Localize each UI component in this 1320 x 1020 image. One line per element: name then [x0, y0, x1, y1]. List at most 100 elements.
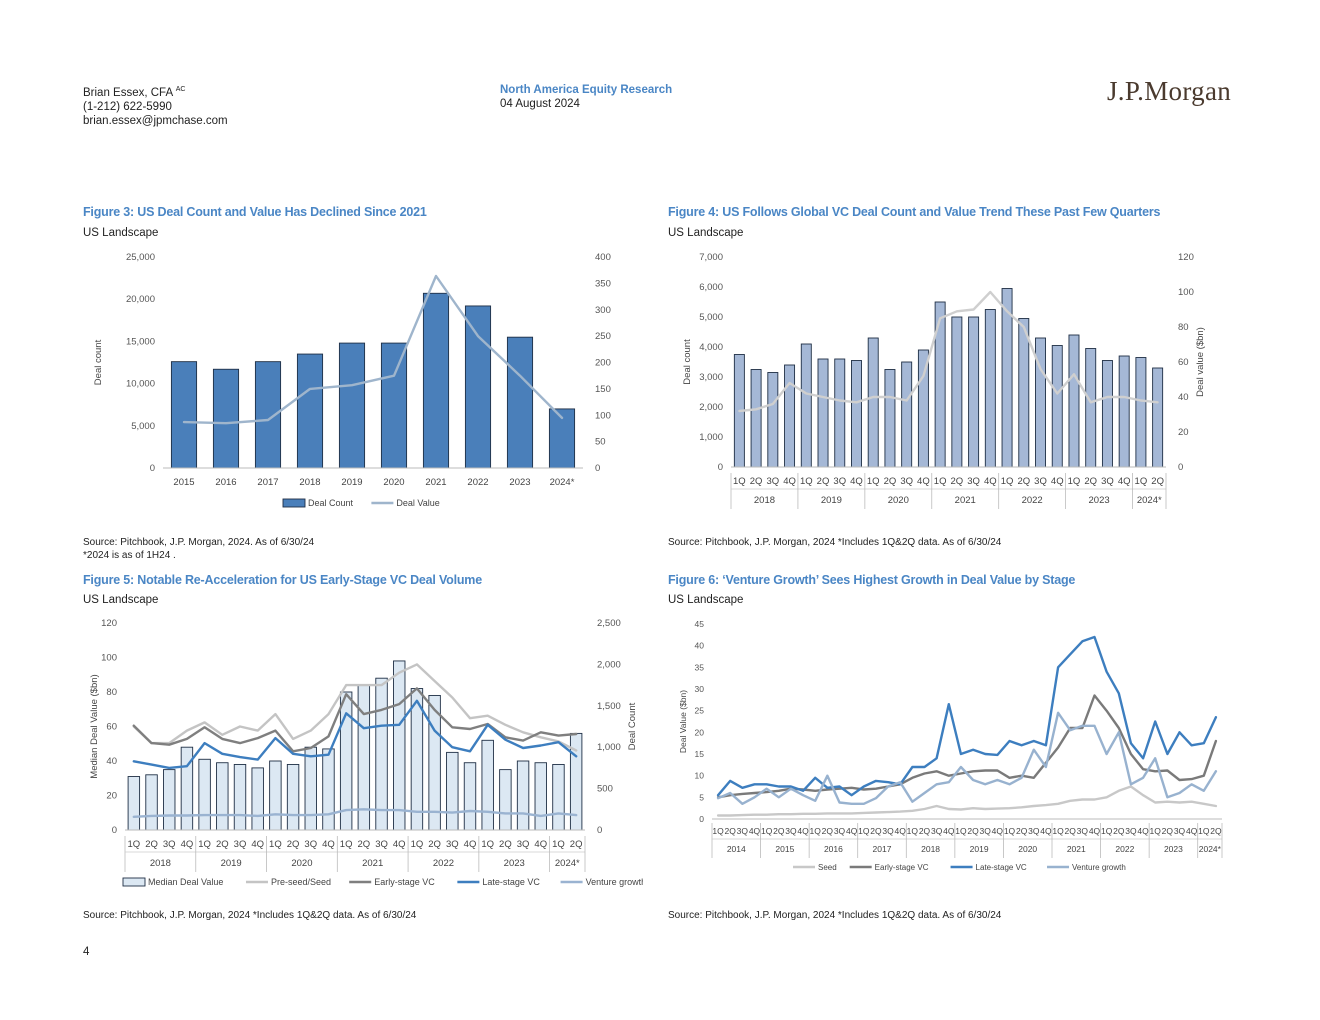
x-tick-label: 1Q: [1150, 826, 1162, 836]
x-tick-label: 4Q: [251, 839, 264, 850]
y-tick-label: 40: [695, 641, 705, 651]
bar-deal-count: [1101, 360, 1113, 468]
x-tick-label: 4Q: [850, 476, 863, 487]
y-axis-title: Deal count: [682, 339, 693, 385]
analyst-email[interactable]: brian.essex@jpmchase.com: [83, 114, 228, 127]
x-tick-label: 1Q: [128, 839, 141, 850]
x-group-label: 2024*: [555, 858, 580, 869]
x-tick-label: 4Q: [943, 826, 955, 836]
x-tick-label: 3Q: [766, 476, 779, 487]
x-group-label: 2015: [775, 844, 794, 854]
x-tick-label: 3Q: [882, 826, 894, 836]
y-right-tick-label: 120: [1178, 252, 1194, 263]
x-tick-label: 4Q: [464, 839, 477, 850]
figure-3-source-line1: Source: Pitchbook, J.P. Morgan, 2024. As…: [83, 537, 315, 548]
bar-median-deal-value: [163, 769, 176, 831]
bar-median-deal-value: [233, 763, 247, 831]
legend-label-deal-count: Deal Count: [308, 498, 354, 508]
y-tick-label: 20: [695, 727, 705, 737]
y-tick-label: 80: [106, 687, 117, 698]
x-tick-label: 2Q: [570, 839, 583, 850]
x-tick-label: 3Q: [1028, 826, 1040, 836]
bar-median-deal-value: [446, 751, 459, 831]
x-tick-label: 4Q: [1137, 826, 1149, 836]
bar-deal-count: [212, 368, 240, 469]
bar-deal-count: [884, 369, 896, 468]
y-tick-label: 30: [695, 684, 705, 694]
legend-label-late-stage-vc: Late-stage VC: [976, 863, 1027, 872]
x-tick-label: 3Q: [1125, 826, 1137, 836]
bar-deal-count: [296, 353, 324, 469]
x-tick-label: 1Q: [800, 476, 813, 487]
bar-median-deal-value: [304, 746, 317, 831]
bar-median-deal-value: [216, 762, 229, 831]
x-tick-label: 4Q: [1040, 826, 1052, 836]
figure-4-title: Figure 4: US Follows Global VC Deal Coun…: [668, 205, 1161, 219]
x-tick-label: 2022: [467, 477, 488, 488]
x-group-label: 2019: [821, 495, 842, 506]
analyst-block: Brian Essex, CFA AC (1-212) 622-5990 bri…: [83, 83, 228, 128]
bar-median-deal-value: [251, 767, 264, 831]
x-tick-label: 1Q: [907, 826, 919, 836]
bar-median-deal-value: [375, 677, 388, 831]
x-tick-label: 3Q: [931, 826, 943, 836]
x-tick-label: 4Q: [1051, 476, 1064, 487]
x-tick-label: 1Q: [733, 476, 746, 487]
line-venture-growth: [132, 808, 578, 819]
x-tick-label: 1Q: [1135, 476, 1148, 487]
figure-3-source-line2: *2024 is as of 1H24 .: [83, 550, 176, 561]
x-tick-label: 4Q: [534, 839, 547, 850]
x-tick-label: 3Q: [304, 839, 317, 850]
figure-5-title: Figure 5: Notable Re-Acceleration for US…: [83, 573, 482, 587]
line-early-stage-vc: [132, 687, 578, 753]
x-tick-label: 2Q: [870, 826, 882, 836]
y-right-tick-label: 400: [595, 252, 611, 263]
bar-median-deal-value: [428, 694, 441, 831]
x-tick-label: 2Q: [1065, 826, 1077, 836]
y-tick-label: 7,000: [699, 252, 723, 263]
x-tick-label: 2Q: [499, 839, 512, 850]
x-group-label: 2023: [1164, 844, 1183, 854]
y-right-tick-label: 500: [597, 784, 613, 795]
x-group-label: 2020: [1018, 844, 1037, 854]
x-tick-label: 3Q: [375, 839, 388, 850]
x-tick-label: 2Q: [1084, 476, 1097, 487]
bar-deal-count: [784, 364, 796, 468]
bar-median-deal-value: [481, 739, 494, 831]
chart-figure-5: 0 20 40 60 80 100 120 0 500 1,000 1,500 2,000 2,500 M…: [89, 618, 643, 887]
legend-label-early-stage-vc: Early-stage VC: [374, 877, 435, 887]
x-tick-label: 1Q: [481, 839, 494, 850]
x-tick-label: 2023: [509, 477, 530, 488]
x-tick-label: 4Q: [797, 826, 809, 836]
y-tick-label: 15,000: [126, 336, 155, 347]
chart-figure-3: 0 5,000 10,000 15,000 20,000 25,000 0 50 100 150 2…: [93, 252, 611, 508]
legend-label-venture-growth: Venture growth: [1072, 863, 1126, 872]
y-right-tick-label: 100: [595, 410, 611, 421]
y-right-tick-label: 0: [597, 825, 602, 836]
bar-deal-count: [800, 343, 812, 468]
x-tick-label: 2019: [341, 477, 362, 488]
x-tick-label: 2Q: [428, 839, 441, 850]
x-tick-label: 2024*: [550, 477, 575, 488]
legend-swatch-median-deal-value: [122, 877, 146, 887]
y-tick-label: 0: [150, 463, 155, 474]
x-tick-label: 3Q: [833, 476, 846, 487]
bar-deal-count: [750, 369, 762, 468]
jpmorgan-logo: J.P.Morgan: [1107, 76, 1232, 106]
x-tick-label: 2018: [299, 477, 320, 488]
x-tick-label: 2Q: [1210, 826, 1222, 836]
y-tick-label: 10: [695, 771, 705, 781]
x-tick-label: 1Q: [955, 826, 967, 836]
x-tick-label: 4Q: [1089, 826, 1101, 836]
line-deal-value: [182, 274, 564, 425]
x-tick-label: 3Q: [785, 826, 797, 836]
x-tick-label: 2Q: [750, 476, 763, 487]
bar-deal-count: [984, 309, 996, 468]
x-group-label: 2024*: [1137, 495, 1162, 506]
y-tick-label: 1,000: [699, 432, 723, 443]
bar-deal-count: [901, 361, 913, 468]
y-axis-title: Deal Value ($bn): [678, 690, 688, 753]
y-tick-label: 10,000: [126, 379, 155, 390]
x-tick-label: 2Q: [773, 826, 785, 836]
y-right-axis-title: Deal value ($bn): [1195, 327, 1206, 397]
